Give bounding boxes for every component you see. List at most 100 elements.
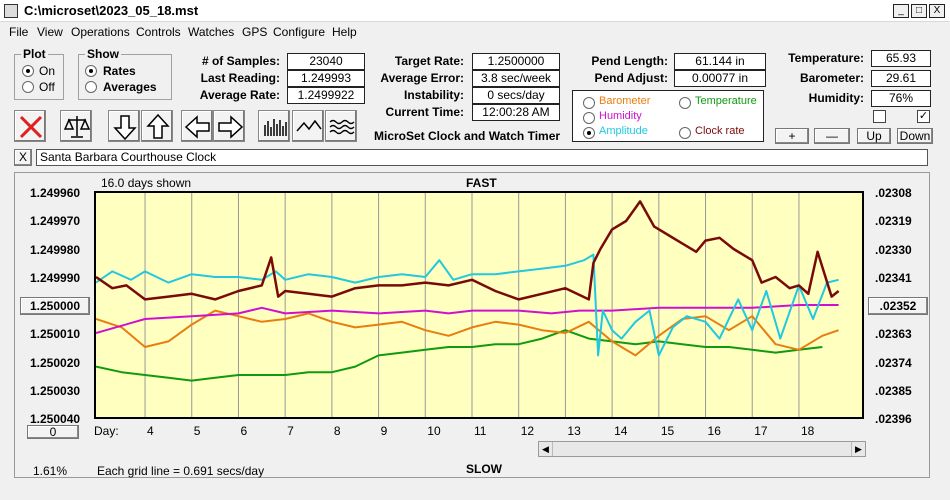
cancel-icon [19, 115, 43, 139]
show-group-title: Show [85, 47, 121, 61]
option-checkbox-2[interactable]: ✓ [917, 110, 930, 123]
legend-clock-rate: Clock rate [695, 125, 745, 137]
up-button[interactable]: Up [857, 128, 891, 144]
y-tick-left: 1.249990 [30, 270, 81, 285]
humidity-radio[interactable] [583, 112, 595, 124]
menu-bar: File View Operations Controls Watches GP… [0, 22, 950, 42]
scroll-left-icon[interactable]: ◀ [539, 442, 553, 456]
fast-label: FAST [466, 176, 497, 190]
x-tick-day: 5 [193, 424, 201, 438]
arrow-up-icon [146, 113, 170, 139]
humidity-label: Humidity: [808, 91, 864, 105]
barometer-radio[interactable] [583, 97, 595, 109]
menu-configure[interactable]: Configure [273, 25, 326, 39]
minimize-button[interactable]: _ [893, 4, 909, 18]
window-title: C:\microset\2023_05_18.mst [24, 3, 199, 18]
arrow-up-button[interactable] [141, 110, 173, 142]
x-tick-day: 14 [614, 424, 628, 438]
cancel-button[interactable] [14, 110, 46, 142]
center-rate-button[interactable]: 1.250000 [20, 297, 90, 315]
temperature-value: 65.93 [871, 50, 931, 67]
show-averages-label: Averages [103, 80, 157, 94]
y-tick-left: 1.250030 [30, 383, 81, 398]
center-amplitude-button[interactable]: .02352 [868, 297, 928, 315]
instability-value: 0 secs/day [472, 87, 560, 104]
show-rates-radio[interactable] [85, 65, 97, 77]
down-button[interactable]: Down [897, 128, 933, 144]
plot-group: Plot [14, 47, 64, 100]
increase-button[interactable]: + [775, 128, 809, 144]
arrow-left-button[interactable] [181, 110, 213, 142]
x-tick-day: 7 [287, 424, 294, 438]
plot-area [94, 191, 864, 419]
series-legend: Barometer Temperature Humidity Amplitude… [572, 90, 764, 142]
show-group: Show [78, 47, 172, 100]
arrow-left-icon [184, 115, 210, 139]
option-checkbox-1[interactable] [873, 110, 886, 123]
offset-button[interactable]: 0 [27, 425, 79, 439]
y-tick-right: .02319 [875, 214, 912, 229]
y-tick-left: 1.249970 [30, 214, 81, 229]
scroll-right-icon[interactable]: ▶ [851, 442, 865, 456]
show-averages-radio[interactable] [85, 81, 97, 93]
app-icon [4, 4, 18, 18]
close-button[interactable]: X [929, 4, 945, 18]
maximize-button[interactable]: □ [911, 4, 927, 18]
arrow-down-button[interactable] [108, 110, 140, 142]
line-plot-button[interactable] [292, 110, 324, 142]
series-line-barometer [96, 309, 839, 357]
average-rate-value: 1.2499922 [287, 87, 365, 104]
clear-name-button[interactable]: X [14, 149, 32, 166]
target-rate-value[interactable]: 1.2500000 [472, 53, 560, 70]
days-shown-label: 16.0 days shown [101, 176, 192, 190]
clock-name-field[interactable]: Santa Barbara Courthouse Clock [36, 149, 928, 166]
x-tick-day: 16 [707, 424, 721, 438]
balance-scale-icon [63, 116, 91, 138]
menu-watches[interactable]: Watches [188, 25, 235, 39]
decrease-button[interactable]: — [814, 128, 850, 144]
y-tick-right: .02374 [875, 355, 912, 370]
pend-length-value[interactable]: 61.144 in [674, 53, 766, 70]
show-rates-label: Rates [103, 64, 136, 78]
y-tick-left: 1.249980 [30, 242, 81, 257]
clock-rate-radio[interactable] [679, 127, 691, 139]
bar-plot-button[interactable] [258, 110, 290, 142]
line-plot-icon [296, 119, 322, 132]
barometer-label: Barometer: [799, 71, 864, 85]
pend-adjust-value[interactable]: 0.00077 in [674, 70, 766, 87]
x-tick-day: 9 [380, 424, 388, 438]
y-tick-right: .02330 [875, 242, 912, 257]
x-tick-day: 17 [754, 424, 768, 438]
plot-group-title: Plot [21, 47, 48, 61]
last-reading-value: 1.249993 [287, 70, 365, 87]
x-tick-day: 11 [473, 424, 487, 438]
arrow-right-icon [218, 115, 244, 139]
chart-scrollbar[interactable]: ◀ ▶ [538, 441, 866, 457]
temperature-radio[interactable] [679, 97, 691, 109]
arrow-right-button[interactable] [213, 110, 245, 142]
temperature-label: Temperature: [788, 51, 864, 65]
y-tick-right: .02341 [875, 270, 912, 285]
x-tick-day: 12 [520, 424, 535, 438]
wave-plot-button[interactable] [325, 110, 357, 142]
y-tick-left: 1.250020 [30, 355, 81, 370]
y-tick-right: .02363 [875, 327, 912, 342]
arrow-down-icon [113, 115, 137, 141]
series-line-amplitude [96, 253, 839, 357]
pend-length-label: Pend Length: [591, 54, 668, 68]
menu-file[interactable]: File [9, 25, 29, 39]
menu-operations[interactable]: Operations [71, 25, 130, 39]
balance-button[interactable] [60, 110, 92, 142]
plot-off-radio[interactable] [22, 81, 34, 93]
menu-help[interactable]: Help [332, 25, 357, 39]
amplitude-radio[interactable] [583, 127, 595, 139]
wave-plot-icon [329, 119, 355, 135]
menu-gps[interactable]: GPS [242, 25, 268, 39]
menu-view[interactable]: View [37, 25, 63, 39]
menu-controls[interactable]: Controls [136, 25, 181, 39]
plot-on-radio[interactable] [22, 65, 34, 77]
humidity-value: 76% [871, 90, 931, 107]
bar-plot-icon [264, 119, 287, 136]
line-chart [96, 193, 840, 417]
x-tick-day: 6 [240, 424, 248, 438]
